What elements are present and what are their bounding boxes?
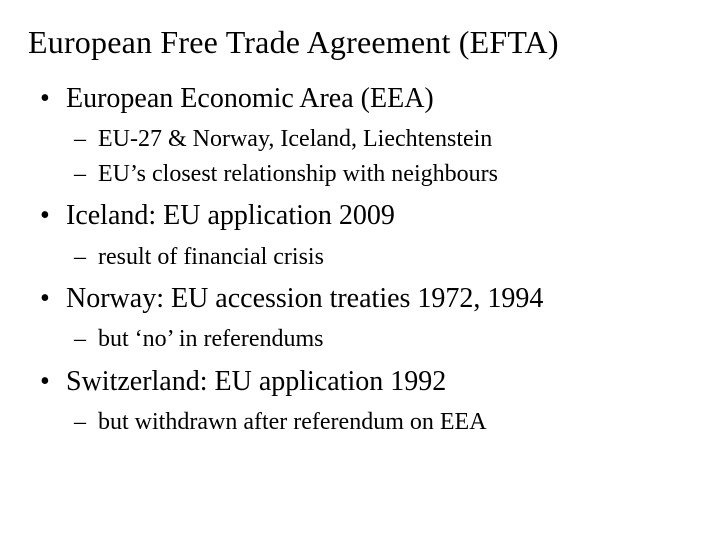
list-subitem-text: but ‘no’ in referendums [98, 326, 323, 352]
list-item-text: Norway: EU accession treaties 1972, 1994 [66, 283, 543, 314]
list-subitem-text: EU-27 & Norway, Iceland, Liechtenstein [98, 126, 492, 152]
list-subitem: EU’s closest relationship with neighbour… [74, 158, 692, 190]
list-subitem-text: EU’s closest relationship with neighbour… [98, 161, 498, 187]
list-subitem-text: result of financial crisis [98, 244, 324, 270]
list-item-text: European Economic Area (EEA) [66, 83, 434, 114]
list-subitem: result of financial crisis [74, 241, 692, 273]
list-item-text: Iceland: EU application 2009 [66, 200, 395, 231]
list-item: European Economic Area (EEA) EU-27 & Nor… [36, 81, 692, 190]
bullet-list-level2: EU-27 & Norway, Iceland, Liechtenstein E… [66, 123, 692, 190]
list-subitem: but ‘no’ in referendums [74, 323, 692, 355]
bullet-list-level1: European Economic Area (EEA) EU-27 & Nor… [28, 81, 692, 439]
list-subitem: EU-27 & Norway, Iceland, Liechtenstein [74, 123, 692, 155]
bullet-list-level2: but withdrawn after referendum on EEA [66, 406, 692, 438]
slide: European Free Trade Agreement (EFTA) Eur… [0, 0, 720, 540]
list-item: Switzerland: EU application 1992 but wit… [36, 364, 692, 439]
list-item: Norway: EU accession treaties 1972, 1994… [36, 281, 692, 356]
list-subitem-text: but withdrawn after referendum on EEA [98, 409, 487, 435]
list-item-text: Switzerland: EU application 1992 [66, 366, 446, 397]
bullet-list-level2: but ‘no’ in referendums [66, 323, 692, 355]
list-item: Iceland: EU application 2009 result of f… [36, 198, 692, 273]
slide-title: European Free Trade Agreement (EFTA) [28, 24, 692, 61]
list-subitem: but withdrawn after referendum on EEA [74, 406, 692, 438]
bullet-list-level2: result of financial crisis [66, 241, 692, 273]
